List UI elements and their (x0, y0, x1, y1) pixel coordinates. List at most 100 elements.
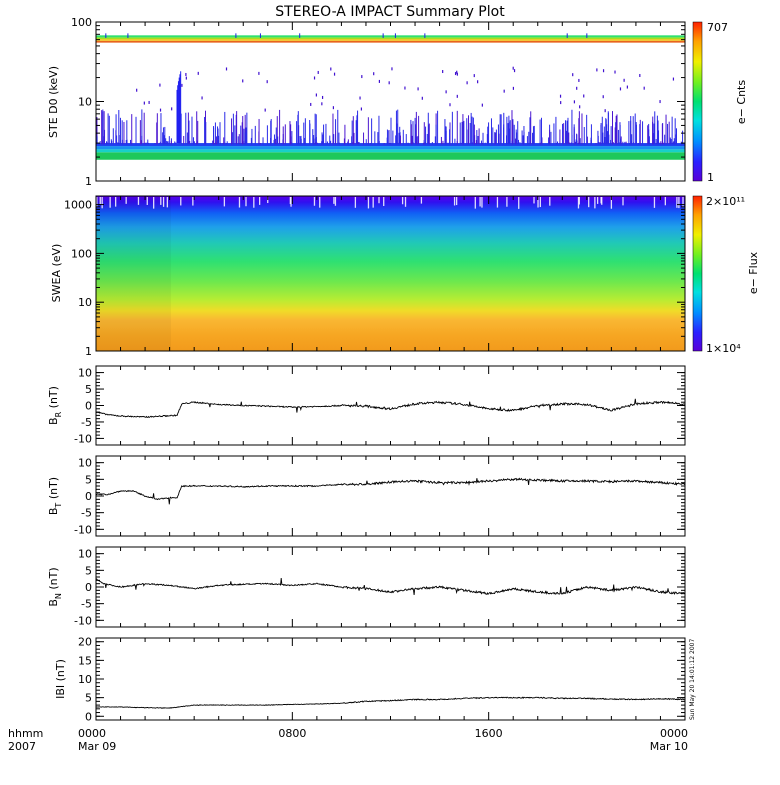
ste-colorbar-max: 707 (707, 21, 728, 34)
ste-count-dot (197, 71, 199, 75)
ste-count-dot (136, 88, 138, 92)
swea-gap (481, 197, 483, 208)
swea-gap (160, 197, 162, 205)
swea-y-label: SWEA (eV) (50, 244, 63, 303)
swea-gap (166, 197, 169, 208)
swea-gap (539, 197, 541, 208)
ste-count-dot (513, 69, 516, 73)
ste-count-dot (417, 87, 419, 91)
ste-band (96, 149, 685, 153)
ste-band (96, 40, 685, 43)
bt-y-tick-label: -10 (74, 523, 92, 536)
swea-colorbar-min: 1×10⁴ (706, 342, 741, 355)
swea-gap (420, 197, 423, 204)
swea-y-tick-label: 10 (78, 296, 92, 309)
ste-count-dot (388, 81, 390, 85)
swea-gap (192, 197, 194, 206)
bmag-frame (95, 637, 686, 721)
swea-gap (180, 197, 182, 206)
ste-count-dot (185, 72, 187, 76)
ste-heatmap-marks (95, 33, 685, 160)
br-y-tick-label: 10 (78, 367, 92, 380)
swea-heatmap (96, 196, 685, 351)
swea-gap (378, 197, 380, 204)
bn-panel: -10 -5 0 5 10 BN (nT) (47, 546, 686, 628)
ste-band (96, 35, 685, 38)
ste-count-dot (361, 75, 363, 79)
bt-frame (95, 455, 686, 537)
bt-series-line (95, 477, 686, 505)
ste-count-dot (330, 67, 332, 71)
ste-count-dot (258, 71, 260, 75)
ste-count-dot (481, 103, 483, 107)
swea-gap (101, 197, 103, 209)
time-date-label: Mar 09 (78, 740, 116, 753)
swea-gap (588, 197, 590, 208)
bn-y-tick-label: 10 (78, 548, 92, 561)
bmag-y-label: IBI (nT) (54, 659, 67, 699)
ste-count-dot (171, 107, 173, 111)
ste-count-dot (315, 93, 317, 97)
ste-count-dot (477, 80, 479, 84)
swea-gap (253, 197, 255, 208)
ste-count-dot (512, 86, 515, 90)
swea-gap (594, 197, 596, 209)
bn-y-tick-label: -10 (74, 614, 92, 627)
br-y-tick-label: 0 (85, 400, 92, 413)
br-y-label: BR (nT) (47, 386, 63, 425)
ste-count-dot (512, 66, 514, 70)
swea-gap (474, 197, 476, 209)
time-tick-label: 0000 (660, 727, 688, 740)
swea-gap (577, 197, 580, 209)
swea-gap (125, 197, 127, 204)
ste-band (96, 39, 685, 41)
swea-gap (238, 197, 241, 208)
swea-gap (290, 197, 292, 207)
ste-count-dot (579, 105, 581, 109)
bmag-y-tick-label: 10 (78, 673, 92, 686)
swea-early-shading (96, 196, 171, 351)
ste-count-dot (560, 101, 562, 105)
ste-count-dot (623, 78, 625, 82)
ste-count-dot (421, 96, 423, 100)
ste-count-dot (201, 96, 203, 100)
ste-band (96, 37, 685, 40)
swea-gap (518, 197, 520, 209)
bt-y-label: BT (nT) (47, 477, 63, 515)
swea-gap (600, 197, 602, 204)
ste-count-dot (573, 100, 576, 104)
swea-y-tick-label: 1000 (64, 199, 92, 212)
ste-count-dot (639, 73, 641, 77)
ste-count-dot (578, 78, 580, 82)
bn-y-tick-label: 0 (85, 581, 92, 594)
ste-count-dot (572, 73, 574, 77)
ste-count-dot (242, 79, 244, 83)
time-axis-row2-label: 2007 (8, 740, 36, 753)
ste-count-dot (445, 90, 447, 94)
ste-count-dot (332, 106, 335, 110)
time-axis-row1-label: hhmm (8, 727, 43, 740)
swea-gap (682, 197, 684, 208)
ste-count-dot (619, 87, 622, 91)
swea-y-axis: 1 10 100 1000 (64, 199, 685, 358)
swea-gap (334, 197, 337, 206)
swea-gap (678, 197, 680, 209)
ste-count-dot (602, 95, 604, 99)
br-panel: -10 -5 0 5 10 BR (nT) (47, 365, 686, 446)
ste-count-dot (264, 108, 266, 112)
ste-count-dot (456, 70, 458, 74)
ste-y-tick-label: 100 (71, 16, 92, 29)
swea-gap (115, 197, 117, 207)
bn-y-tick-label: 5 (85, 564, 92, 577)
ste-count-dot (559, 94, 562, 98)
br-y-tick-label: -5 (81, 416, 92, 429)
swea-gap (596, 197, 599, 204)
swea-colorbar-max: 2×10¹¹ (706, 195, 745, 208)
ste-y-tick-label: 1 (85, 175, 92, 188)
ste-count-dot (321, 102, 323, 106)
bmag-y-tick-label: 5 (85, 692, 92, 705)
ste-count-dot (391, 67, 393, 71)
plot-title: STEREO-A IMPACT Summary Plot (275, 4, 505, 20)
ste-count-dot (266, 80, 268, 84)
ste-count-dot (317, 70, 319, 74)
